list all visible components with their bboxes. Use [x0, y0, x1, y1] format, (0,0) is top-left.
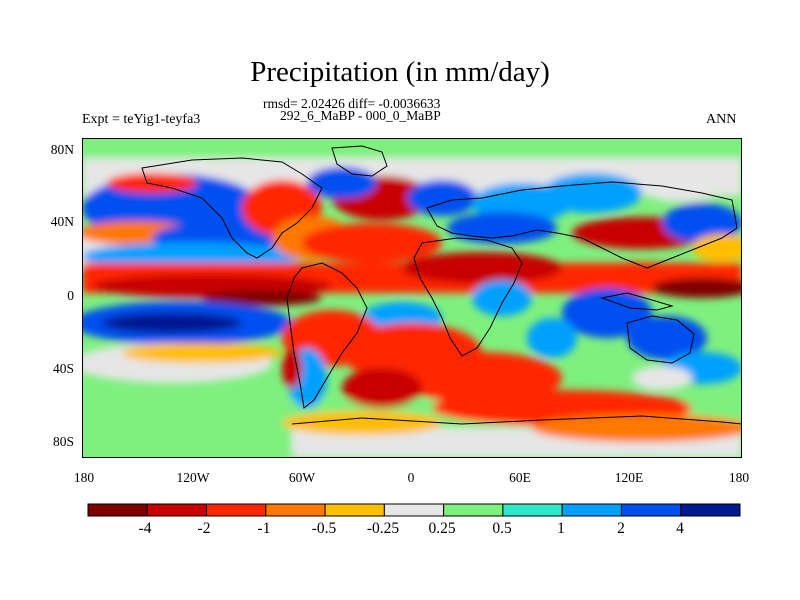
colorbar-box-8	[502, 503, 563, 517]
lat-tick-80n: 80N	[50, 142, 74, 157]
coastlines	[141, 145, 742, 425]
lat-tick-equator: 0	[67, 288, 74, 303]
difference-label: 292_6_MaBP - 000_0_MaBP	[280, 108, 441, 123]
colorbar-box-6	[383, 503, 445, 517]
colorbar	[87, 503, 741, 517]
colorbar-label-3: -1	[257, 520, 271, 537]
colorbar-label-6: 0.25	[428, 520, 456, 537]
stats-line: rmsd= 2.02426 diff= -0.0036633	[263, 96, 441, 111]
lon-tick-120w: 120W	[176, 470, 210, 485]
colorbar-box-10	[620, 503, 682, 517]
colorbar-label-8: 1	[557, 520, 565, 537]
experiment-label: Expt = teYig1-teyfa3	[82, 112, 201, 127]
lon-tick-180e: 180	[728, 470, 750, 485]
lat-tick-80s: 80S	[52, 434, 74, 449]
colorbar-box-11	[680, 503, 741, 517]
colorbar-label-10: 4	[676, 520, 684, 537]
lon-tick-180w: 180	[73, 470, 95, 485]
colorbar-box-9	[561, 503, 622, 517]
colorbar-box-4	[265, 503, 326, 517]
season-label: ANN	[706, 112, 737, 127]
colorbar-box-5	[324, 503, 385, 517]
map-frame	[82, 138, 742, 458]
map-field	[82, 138, 742, 458]
precipitation-difference-map	[82, 138, 742, 458]
colorbar-label-1: -4	[138, 520, 152, 537]
colorbar-box-3	[206, 503, 267, 517]
colorbar-label-5: -0.25	[366, 520, 400, 537]
colorbar-box-2	[146, 503, 208, 517]
lat-tick-40n: 40N	[50, 214, 74, 229]
lon-tick-120e: 120E	[614, 470, 644, 485]
colorbar-label-9: 2	[617, 520, 625, 537]
colorbar-label-2: -2	[197, 520, 211, 537]
map-title: Precipitation (in mm/day)	[250, 56, 550, 88]
lon-tick-60e: 60E	[509, 470, 531, 485]
colorbar-label-4: -0.5	[311, 520, 337, 537]
lat-tick-40s: 40S	[52, 361, 74, 376]
lon-tick-60w: 60W	[288, 470, 316, 485]
colorbar-label-7: 0.5	[492, 520, 512, 537]
colorbar-box-1	[87, 503, 148, 517]
colorbar-box-7	[443, 503, 504, 517]
lon-tick-0: 0	[407, 470, 415, 485]
